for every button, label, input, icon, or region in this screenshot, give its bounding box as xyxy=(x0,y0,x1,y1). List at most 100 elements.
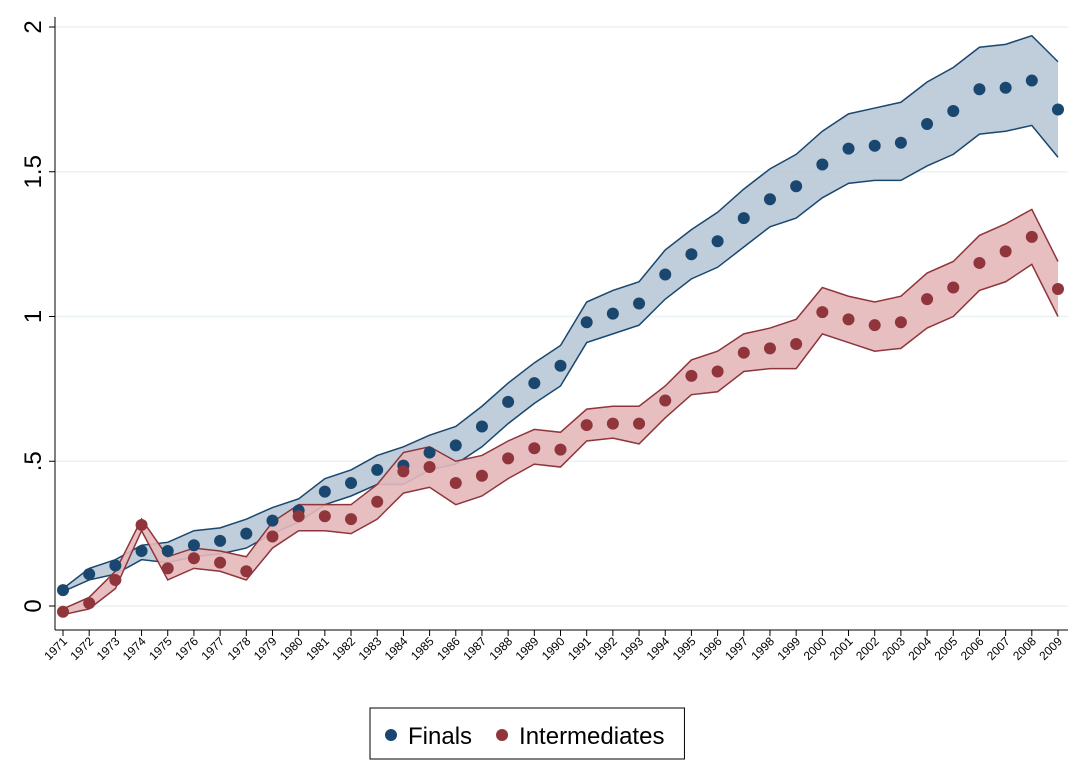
y-tick-label: .5 xyxy=(20,451,47,471)
point xyxy=(554,359,567,372)
x-tick-label: 1974 xyxy=(120,634,149,663)
point xyxy=(109,559,122,572)
x-tick-label: 1975 xyxy=(146,634,175,663)
x-tick-label: 1978 xyxy=(225,634,254,663)
point xyxy=(161,562,174,575)
point xyxy=(606,307,619,320)
x-tick-label: 1981 xyxy=(303,634,332,663)
point xyxy=(580,419,593,432)
point xyxy=(868,139,881,152)
legend-label: Finals xyxy=(408,723,472,750)
point xyxy=(711,365,724,378)
x-tick-label: 1994 xyxy=(644,634,673,663)
x-tick-label: 1992 xyxy=(591,634,620,663)
band-upper xyxy=(62,208,1059,610)
band-lower xyxy=(62,124,1059,593)
point xyxy=(266,530,279,543)
point xyxy=(999,81,1012,94)
point xyxy=(83,597,96,610)
point xyxy=(135,518,148,531)
point xyxy=(318,510,331,523)
y-tick-label: 1.5 xyxy=(20,155,47,188)
x-tick-label: 1979 xyxy=(251,634,280,663)
point xyxy=(816,306,829,319)
x-tick-label: 1998 xyxy=(748,634,777,663)
point xyxy=(790,338,803,351)
point xyxy=(973,83,986,96)
point xyxy=(737,212,750,225)
point xyxy=(973,256,986,269)
x-tick-label: 1987 xyxy=(460,634,489,663)
x-tick-label: 2007 xyxy=(984,634,1013,663)
x-tick-label: 1971 xyxy=(41,634,70,663)
point xyxy=(580,316,593,329)
x-tick-label: 1982 xyxy=(329,634,358,663)
point xyxy=(266,514,279,527)
confidence-band xyxy=(63,35,1058,592)
confidence-band xyxy=(63,209,1058,615)
point xyxy=(894,136,907,149)
point xyxy=(868,319,881,332)
point xyxy=(475,420,488,433)
x-tick-label: 1983 xyxy=(356,634,385,663)
x-tick-label: 1993 xyxy=(617,634,646,663)
x-tick-label: 1986 xyxy=(434,634,463,663)
x-tick-label: 2009 xyxy=(1036,634,1065,663)
x-tick-label: 1991 xyxy=(565,634,594,663)
point xyxy=(1052,103,1064,116)
point xyxy=(423,461,436,474)
y-tick-label: 1 xyxy=(20,310,47,323)
point xyxy=(187,539,200,552)
point xyxy=(449,476,462,489)
point xyxy=(790,180,803,193)
point xyxy=(135,544,148,557)
y-tick-label: 2 xyxy=(20,20,47,33)
x-tick-label: 1995 xyxy=(670,634,699,663)
point xyxy=(947,281,960,294)
point xyxy=(1052,282,1064,295)
point xyxy=(371,495,384,508)
x-tick-label: 1973 xyxy=(94,634,123,663)
x-tick-label: 1990 xyxy=(539,634,568,663)
point xyxy=(554,443,567,456)
x-tick-label: 1988 xyxy=(486,634,515,663)
x-tick-label: 2000 xyxy=(801,634,830,663)
x-tick-label: 1984 xyxy=(382,634,411,663)
x-tick-label: 1980 xyxy=(277,634,306,663)
x-tick-label: 2002 xyxy=(853,634,882,663)
point xyxy=(318,485,331,498)
point xyxy=(449,439,462,452)
x-tick-label: 2001 xyxy=(827,634,856,663)
legend-label: Intermediates xyxy=(519,723,664,750)
point xyxy=(659,268,672,281)
point xyxy=(57,584,69,597)
point xyxy=(921,117,934,130)
point xyxy=(842,142,855,155)
point xyxy=(371,463,384,476)
point xyxy=(999,245,1012,258)
point xyxy=(502,395,515,408)
point xyxy=(240,565,253,578)
x-tick-label: 2008 xyxy=(1010,634,1039,663)
point xyxy=(685,369,698,382)
y-tick-label: 0 xyxy=(20,599,47,612)
x-tick-label: 2003 xyxy=(879,634,908,663)
point xyxy=(187,552,200,565)
point xyxy=(345,513,358,526)
point xyxy=(711,235,724,248)
point xyxy=(737,346,750,359)
point xyxy=(475,469,488,482)
point xyxy=(109,573,122,586)
point xyxy=(528,442,541,455)
point xyxy=(816,158,829,171)
point xyxy=(397,465,410,478)
legend-marker xyxy=(496,729,509,741)
point xyxy=(292,510,305,523)
point xyxy=(633,297,646,310)
x-tick-label: 1989 xyxy=(513,634,542,663)
point xyxy=(685,248,698,261)
point xyxy=(1025,230,1038,243)
point xyxy=(240,527,253,540)
x-tick-label: 1972 xyxy=(68,634,97,663)
